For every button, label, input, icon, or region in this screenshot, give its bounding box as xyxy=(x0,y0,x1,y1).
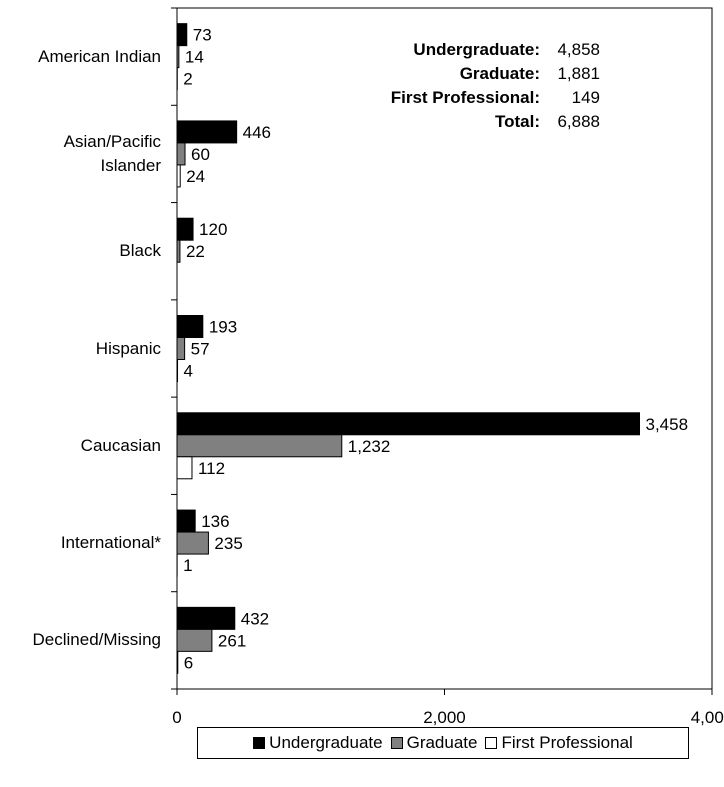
x-tick-label: 4,000 xyxy=(691,708,724,727)
legend-item: First Professional xyxy=(485,733,633,753)
bar xyxy=(176,628,213,652)
totals-row: Undergraduate: 4,858 xyxy=(320,38,600,62)
data-label: 73 xyxy=(193,26,212,45)
data-label: 60 xyxy=(191,145,210,164)
data-label: 446 xyxy=(243,123,271,142)
bar xyxy=(176,359,179,382)
data-label: 120 xyxy=(199,220,227,239)
data-label: 4 xyxy=(184,362,193,381)
data-label: 24 xyxy=(186,167,205,186)
data-label: 1 xyxy=(183,556,192,575)
totals-value: 6,888 xyxy=(557,112,600,131)
bar xyxy=(176,412,641,436)
legend-item: Graduate xyxy=(390,733,478,753)
data-label: 136 xyxy=(201,512,229,531)
bar xyxy=(176,337,186,360)
bar xyxy=(176,456,193,480)
bar xyxy=(176,606,236,630)
totals-summary: Undergraduate: 4,858 Graduate: 1,881 First P… xyxy=(320,38,600,134)
bar xyxy=(176,239,181,263)
totals-row: First Professional: 149 xyxy=(320,86,600,110)
totals-label: Total: xyxy=(494,112,540,131)
bar xyxy=(176,120,238,144)
category-label: Asian/Pacific Islander xyxy=(63,131,161,175)
category-label: Caucasian xyxy=(80,435,161,455)
category-label: Declined/Missing xyxy=(32,630,162,650)
legend-swatch xyxy=(253,737,266,749)
totals-value: 149 xyxy=(571,88,600,107)
x-tick-label: 0 xyxy=(172,708,181,727)
data-label: 6 xyxy=(184,653,193,672)
totals-value: 4,858 xyxy=(557,40,600,59)
legend-swatch xyxy=(390,737,403,749)
legend-label: First Professional xyxy=(501,733,633,752)
data-label: 3,458 xyxy=(646,415,689,434)
data-label: 2 xyxy=(183,70,192,89)
totals-label: First Professional: xyxy=(390,88,540,107)
bar xyxy=(176,217,194,241)
bar xyxy=(176,650,179,674)
category-label: Black xyxy=(119,241,161,261)
data-label: 1,232 xyxy=(348,437,391,456)
category-label: International* xyxy=(60,533,161,553)
legend-label: Graduate xyxy=(406,733,478,752)
legend-swatch xyxy=(485,737,498,749)
bar xyxy=(176,45,180,69)
totals-value: 1,881 xyxy=(557,64,600,83)
category-label: Hispanic xyxy=(95,338,161,358)
category-label: American Indian xyxy=(38,46,161,66)
legend-item: Undergraduate xyxy=(253,733,383,753)
bar xyxy=(176,164,181,188)
data-label: 57 xyxy=(191,340,210,359)
bar xyxy=(176,531,209,555)
bar xyxy=(176,315,204,338)
totals-row: Graduate: 1,881 xyxy=(320,62,600,86)
bar xyxy=(176,142,186,166)
legend: Undergraduate Graduate First Professional xyxy=(197,727,689,759)
bar xyxy=(176,434,343,458)
data-label: 235 xyxy=(214,534,242,553)
data-label: 14 xyxy=(185,48,204,67)
x-tick-label: 2,000 xyxy=(423,708,466,727)
data-label: 261 xyxy=(218,631,246,650)
totals-label: Graduate: xyxy=(459,64,540,83)
totals-row: Total: 6,888 xyxy=(320,110,600,134)
data-label: 193 xyxy=(209,318,237,337)
bar xyxy=(176,509,196,533)
totals-label: Undergraduate: xyxy=(413,40,540,59)
data-label: 112 xyxy=(198,459,225,478)
bar xyxy=(176,23,188,47)
legend-label: Undergraduate xyxy=(269,733,383,752)
data-label: 432 xyxy=(241,609,269,628)
data-label: 22 xyxy=(186,242,205,261)
